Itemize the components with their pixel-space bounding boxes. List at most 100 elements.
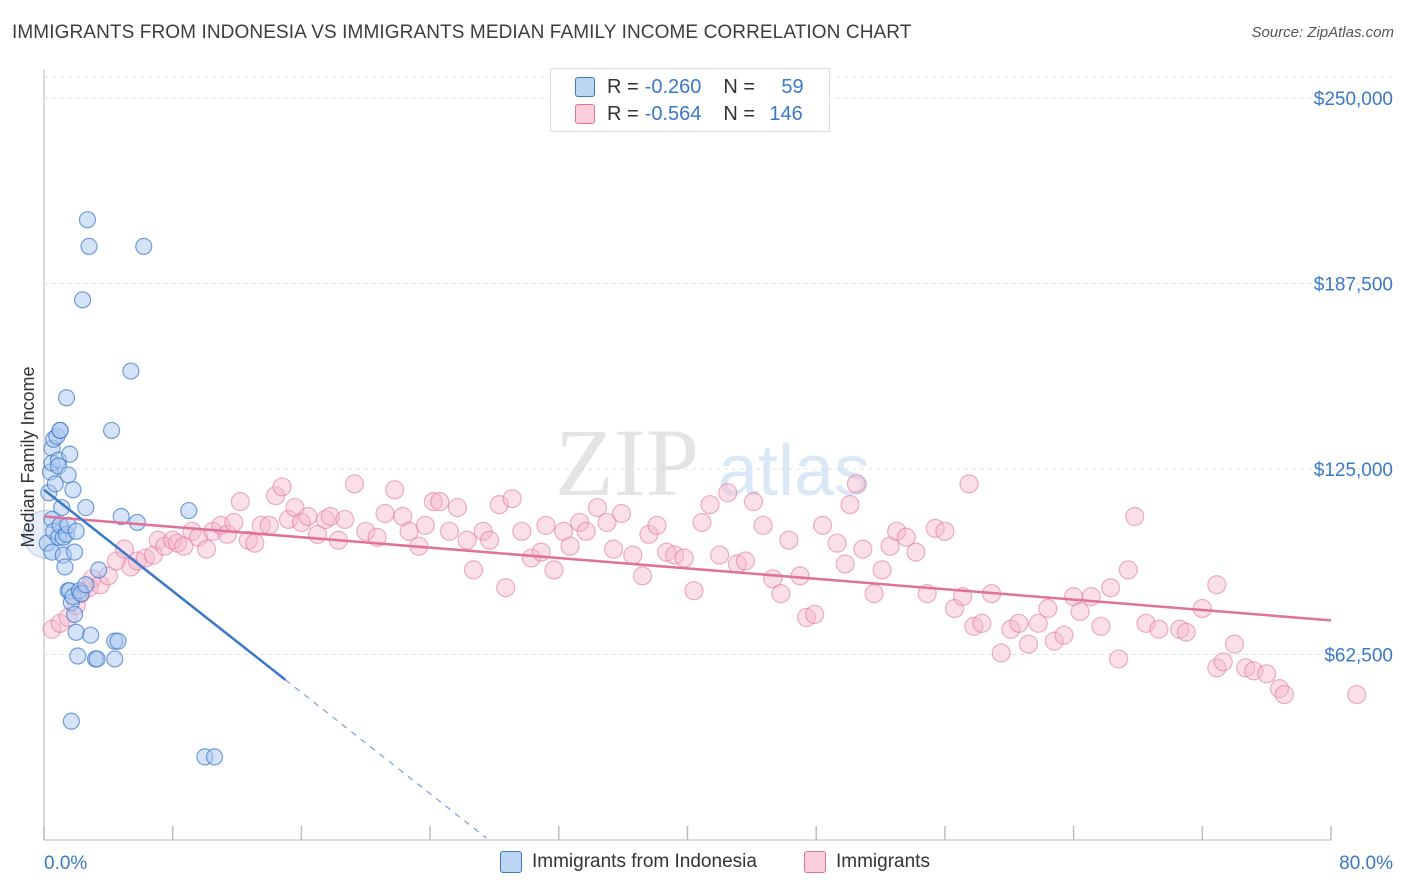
indonesia-point [80,237,98,255]
indonesia-point [56,558,74,576]
immigrants-point [718,483,738,503]
immigrants-point [611,503,632,524]
immigrants-point [587,497,608,518]
immigrants-point [272,477,292,497]
immigrants-point [224,512,244,533]
indonesia-point [82,626,100,644]
immigrants-point [1224,634,1245,654]
y-tick-label: $125,000 [1314,460,1393,481]
chart-title: IMMIGRANTS FROM INDONESIA VS IMMIGRANTS … [12,22,912,43]
legend-row-immigrants: R = -0.564 N = 146 [575,102,803,126]
correlation-legend: R = -0.260 N = 59 R = -0.564 N = 146 [550,68,830,132]
immigrants-point [1118,560,1138,580]
immigrants-point [496,578,516,598]
immigrants-point [356,521,376,541]
immigrants-point [684,581,704,601]
immigrants-point [827,533,847,553]
immigrants-point [935,521,955,541]
immigrants-point [771,584,791,604]
legend-r-value: -0.564 [644,102,702,125]
series-immigrants-points [42,474,1367,705]
indonesia-point [109,632,127,650]
indonesia-point [90,561,108,579]
immigrants-point [521,548,542,568]
immigrants-point [1081,587,1101,607]
indonesia-point [205,748,224,766]
immigrants-point [853,539,873,559]
immigrants-point [743,492,764,512]
immigrants-point [647,515,667,535]
immigrants-trend-line [43,515,1332,622]
indonesia-point [53,498,71,517]
immigrants-point [959,474,979,494]
x-tick-label: 0.0% [44,853,87,874]
immigrants-point [1009,613,1029,633]
immigrants-point [906,542,926,562]
immigrants-point [779,530,799,550]
immigrants-point [1149,619,1169,639]
legend-r-label: R = [607,102,639,125]
axes [43,70,1332,841]
bottom-legend-label: Immigrants [836,851,930,872]
legend-n-label: N = [723,75,756,98]
legend-swatch-pink [575,104,595,124]
bottom-legend-indonesia: Immigrants from Indonesia [500,851,757,873]
immigrants-point [114,539,135,559]
indonesia-point [180,501,198,520]
immigrants-point [245,533,265,553]
immigrants-point [385,480,405,500]
immigrants-point [174,536,194,556]
indonesia-point [65,605,84,624]
bottom-legend-immigrants: Immigrants [804,851,930,873]
immigrants-point [1070,601,1090,622]
indonesia-point [135,237,153,255]
immigrants-point [840,495,860,515]
watermark-zip: ZIP [555,409,699,516]
indonesia-point [46,475,64,493]
indonesia-point [122,362,140,380]
immigrants-point [1109,649,1129,669]
indonesia-point [106,650,124,668]
indonesia-point [69,647,87,665]
bottom-legend-swatch-blue [500,851,522,873]
immigrants-point [457,530,477,550]
immigrants-point [480,530,500,550]
indonesia-trend-line [43,488,287,681]
y-tick-label: $187,500 [1314,275,1393,296]
immigrants-point [846,474,867,494]
y-axis-label: Median Family Income [18,366,38,547]
bottom-legend-swatch-pink [804,851,826,873]
immigrants-point [597,512,617,533]
immigrants-point [544,560,564,580]
immigrants-point [1028,613,1048,633]
indonesia-point [102,421,121,440]
immigrants-point [632,566,653,586]
immigrants-point [1101,578,1121,598]
immigrants-point [423,492,443,512]
immigrants-point [1044,631,1064,651]
indonesia-point [88,650,106,668]
legend-swatch-blue [575,77,595,97]
immigrants-point [298,506,318,527]
immigrants-point [576,521,596,541]
immigrants-point [753,515,773,535]
indonesia-point [112,507,130,526]
immigrants-point [1125,506,1145,527]
immigrants-point [1257,664,1277,684]
immigrants-point [700,495,720,515]
immigrants-point [835,554,855,574]
immigrants-point [196,539,217,559]
indonesia-point [57,389,76,407]
immigrants-point [430,492,450,512]
immigrants-point [813,515,833,535]
y-tick-label: $250,000 [1314,89,1393,110]
immigrants-point [335,509,355,530]
immigrants-point [1018,634,1039,654]
immigrants-point [674,548,694,568]
immigrants-point [735,551,756,571]
immigrants-point [439,521,460,541]
indonesia-point [62,712,80,730]
immigrants-point [991,643,1011,663]
immigrants-point [536,515,556,535]
immigrants-point [447,497,468,518]
